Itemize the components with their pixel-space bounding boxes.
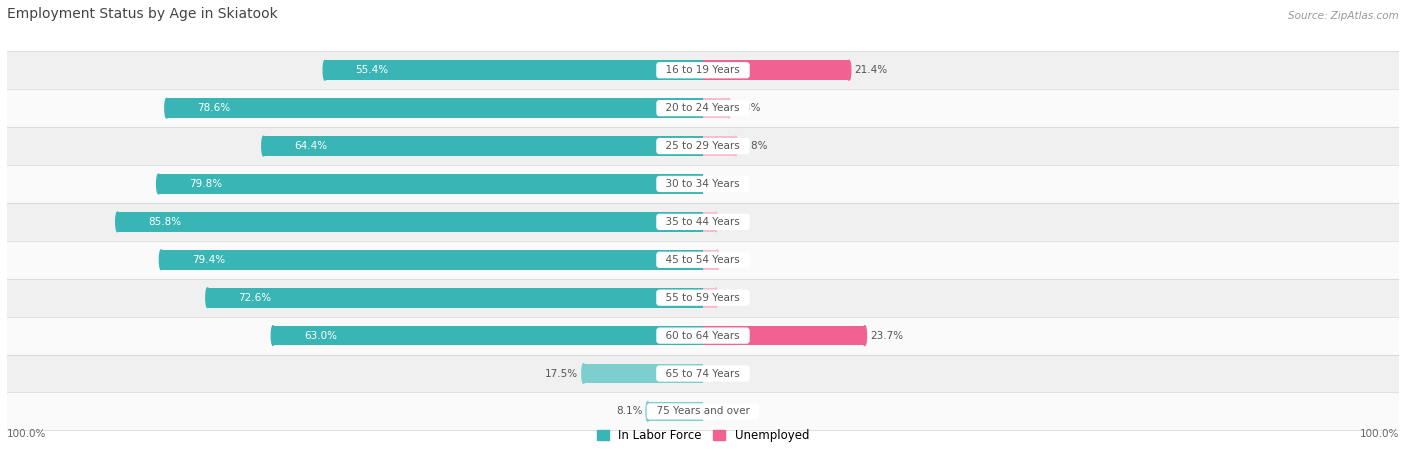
Circle shape xyxy=(165,98,169,118)
Bar xyxy=(703,250,717,270)
Circle shape xyxy=(582,364,585,383)
Text: 100.0%: 100.0% xyxy=(1360,429,1399,439)
Bar xyxy=(7,203,1399,241)
Text: Source: ZipAtlas.com: Source: ZipAtlas.com xyxy=(1288,11,1399,21)
Text: 85.8%: 85.8% xyxy=(148,217,181,227)
Circle shape xyxy=(734,136,738,156)
Circle shape xyxy=(156,174,160,194)
Bar xyxy=(703,60,849,80)
Text: 21.4%: 21.4% xyxy=(855,65,887,75)
Circle shape xyxy=(323,60,326,80)
Text: 3.8%: 3.8% xyxy=(734,103,761,113)
Circle shape xyxy=(714,212,717,232)
Bar xyxy=(703,98,728,118)
Bar xyxy=(703,212,716,232)
Bar xyxy=(703,136,735,156)
Bar xyxy=(703,288,716,308)
Circle shape xyxy=(716,250,718,270)
Text: Employment Status by Age in Skiatook: Employment Status by Age in Skiatook xyxy=(7,7,278,21)
Bar xyxy=(7,279,1399,317)
Circle shape xyxy=(262,136,266,156)
Text: 35 to 44 Years: 35 to 44 Years xyxy=(659,217,747,227)
Bar xyxy=(325,60,703,80)
Text: 55 to 59 Years: 55 to 59 Years xyxy=(659,293,747,303)
Bar xyxy=(7,241,1399,279)
Circle shape xyxy=(115,212,120,232)
Bar xyxy=(7,51,1399,89)
Text: 79.8%: 79.8% xyxy=(190,179,222,189)
Circle shape xyxy=(714,288,717,308)
Circle shape xyxy=(848,60,851,80)
Text: 72.6%: 72.6% xyxy=(238,293,271,303)
Bar xyxy=(208,288,703,308)
Circle shape xyxy=(271,326,274,345)
Circle shape xyxy=(727,98,731,118)
Circle shape xyxy=(159,250,163,270)
Bar xyxy=(703,326,865,345)
Bar xyxy=(7,165,1399,203)
Bar xyxy=(162,250,703,270)
Text: 20 to 24 Years: 20 to 24 Years xyxy=(659,103,747,113)
Circle shape xyxy=(863,326,866,345)
Text: 30 to 34 Years: 30 to 34 Years xyxy=(659,179,747,189)
Bar xyxy=(7,392,1399,430)
Text: 16 to 19 Years: 16 to 19 Years xyxy=(659,65,747,75)
Bar xyxy=(273,326,703,345)
Text: 0.0%: 0.0% xyxy=(709,368,735,378)
Bar xyxy=(7,89,1399,127)
Text: 63.0%: 63.0% xyxy=(304,331,337,341)
Text: 23.7%: 23.7% xyxy=(870,331,903,341)
Text: 1.9%: 1.9% xyxy=(721,293,748,303)
Text: 0.0%: 0.0% xyxy=(709,406,735,416)
Text: 25 to 29 Years: 25 to 29 Years xyxy=(659,141,747,151)
Bar xyxy=(7,317,1399,354)
Text: 45 to 54 Years: 45 to 54 Years xyxy=(659,255,747,265)
Text: 55.4%: 55.4% xyxy=(356,65,389,75)
Bar xyxy=(118,212,703,232)
Bar xyxy=(167,98,703,118)
Bar xyxy=(583,364,703,383)
Text: 100.0%: 100.0% xyxy=(7,429,46,439)
Bar xyxy=(263,136,703,156)
Text: 60 to 64 Years: 60 to 64 Years xyxy=(659,331,747,341)
Text: 17.5%: 17.5% xyxy=(546,368,578,378)
Bar xyxy=(7,354,1399,392)
Text: 75 Years and over: 75 Years and over xyxy=(650,406,756,416)
Text: 65 to 74 Years: 65 to 74 Years xyxy=(659,368,747,378)
Text: 78.6%: 78.6% xyxy=(197,103,231,113)
Text: 64.4%: 64.4% xyxy=(294,141,328,151)
Text: 2.1%: 2.1% xyxy=(723,255,749,265)
Bar xyxy=(7,127,1399,165)
Circle shape xyxy=(205,288,209,308)
Text: 0.0%: 0.0% xyxy=(709,179,735,189)
Text: 1.9%: 1.9% xyxy=(721,217,748,227)
Legend: In Labor Force, Unemployed: In Labor Force, Unemployed xyxy=(592,424,814,447)
Text: 79.4%: 79.4% xyxy=(191,255,225,265)
Text: 4.8%: 4.8% xyxy=(741,141,768,151)
Circle shape xyxy=(645,401,650,421)
Text: 8.1%: 8.1% xyxy=(616,406,643,416)
Bar xyxy=(648,401,703,421)
Bar xyxy=(159,174,703,194)
